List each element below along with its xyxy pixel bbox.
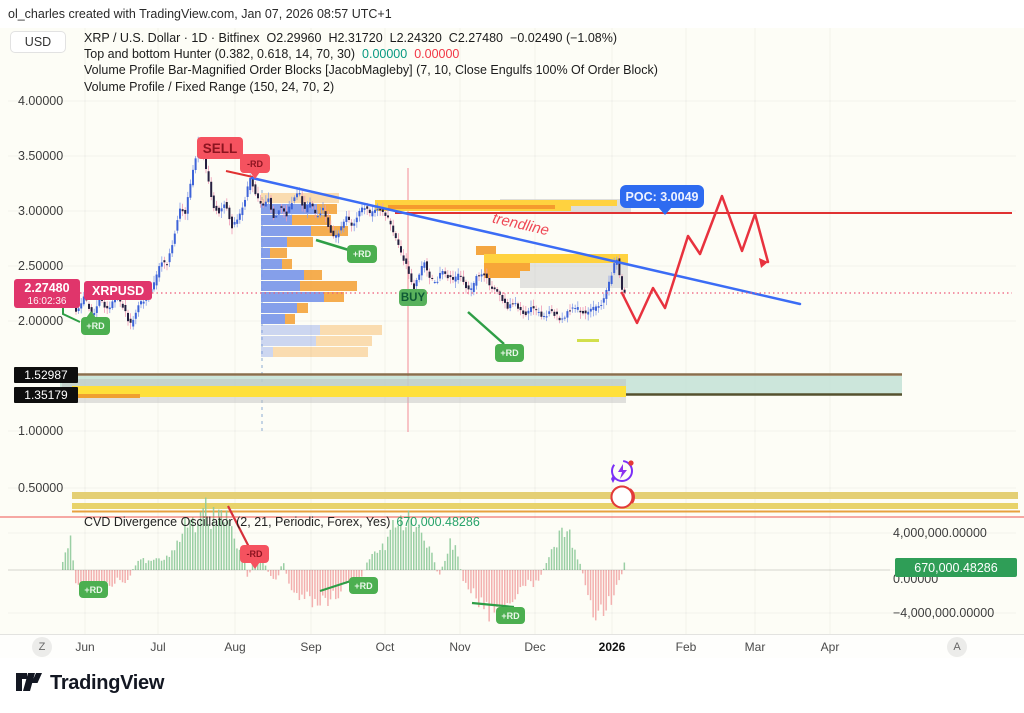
buy-signal-badge: BUY — [399, 289, 427, 306]
attribution-text: ol_charles created with TradingView.com,… — [8, 7, 392, 21]
symbol-legend-row[interactable]: XRP / U.S. Dollar · 1D · Bitfinex O2.2996… — [84, 30, 658, 46]
ohlc-change: −0.02490 (−1.08%) — [510, 31, 618, 45]
indicator-1-value-green: 0.00000 — [362, 47, 408, 62]
poc-label-badge: POC: 3.0049 — [620, 185, 704, 215]
rd-plus-badge-price-3: +RD — [495, 344, 524, 362]
tradingview-logo: TradingView — [16, 671, 164, 695]
indicator-legend-row-2[interactable]: Volume Profile Bar-Magnified Order Block… — [84, 62, 658, 78]
current-price-badge: 2.27480 16:02:36 — [14, 279, 80, 308]
rd-minus-badge-price: -RD — [240, 154, 270, 179]
ohlc-close: C2.27480 — [448, 31, 504, 45]
oscillator-axis-top: 4,000,000.00000 — [893, 526, 987, 540]
symbol-price-label: XRPUSD — [84, 281, 153, 300]
time-axis-label: Sep — [300, 640, 322, 654]
tradingview-logo-text: TradingView — [50, 671, 165, 694]
chart-background[interactable] — [0, 28, 1024, 634]
oscillator-axis-bottom: −4,000,000.00000 — [893, 606, 995, 620]
timezone-button[interactable]: Z — [32, 637, 52, 657]
time-axis-label: Apr — [820, 640, 840, 654]
chart-legend: XRP / U.S. Dollar · 1D · Bitfinex O2.2996… — [84, 30, 658, 95]
indicator-3-name: Volume Profile / Fixed Range (150, 24, 7… — [84, 79, 335, 94]
price-axis-label: 4.00000 — [18, 94, 64, 108]
indicator-legend-row-3[interactable]: Volume Profile / Fixed Range (150, 24, 7… — [84, 79, 658, 95]
indicator-1-name: Top and bottom Hunter (0.382, 0.618, 14,… — [84, 47, 356, 62]
price-axis-label: 2.50000 — [18, 259, 64, 273]
time-axis-label: Nov — [449, 640, 471, 654]
currency-toggle-button[interactable]: USD — [10, 31, 66, 53]
rd-plus-badge-osc-3: +RD — [496, 607, 525, 624]
ohlc-low: L2.24320 — [389, 31, 442, 45]
time-axis-label: Feb — [675, 640, 697, 654]
rd-plus-badge-price-2: +RD — [347, 245, 377, 263]
oscillator-title: CVD Divergence Oscillator (2, 21, Period… — [84, 515, 391, 529]
sell-signal-badge: SELL — [197, 137, 243, 159]
oscillator-value: 670,000.48286 — [396, 515, 480, 529]
rd-plus-badge-price-1: +RD — [81, 311, 110, 335]
time-axis-label: Oct — [375, 640, 395, 654]
indicator-legend-row-1[interactable]: Top and bottom Hunter (0.382, 0.618, 14,… — [84, 46, 658, 62]
price-axis-label: 0.50000 — [18, 481, 64, 495]
symbol-title: XRP / U.S. Dollar · 1D · Bitfinex — [84, 31, 260, 45]
time-axis-label: Jul — [150, 640, 166, 654]
oscillator-legend-row[interactable]: CVD Divergence Oscillator (2, 21, Period… — [84, 515, 480, 529]
price-level-badge: 1.35179 — [14, 387, 78, 403]
indicator-1-value-red: 0.00000 — [414, 47, 460, 62]
time-axis-label: Dec — [524, 640, 546, 654]
ohlc-high: H2.31720 — [328, 31, 383, 45]
time-axis-label: Aug — [224, 640, 246, 654]
footer: TradingView — [0, 658, 1024, 713]
price-axis-label: 3.00000 — [18, 204, 64, 218]
tradingview-logo-icon — [16, 673, 42, 691]
ohlc-open: O2.29960 — [266, 31, 322, 45]
price-axis-label: 1.00000 — [18, 424, 64, 438]
time-axis-label: 2026 — [598, 640, 626, 654]
countdown-timer: 16:02:36 — [27, 295, 67, 307]
time-axis-label: Jun — [75, 640, 95, 654]
price-level-badge: 1.52987 — [14, 367, 78, 383]
rd-plus-badge-osc-2: +RD — [349, 577, 378, 594]
price-axis-label: 2.00000 — [18, 314, 64, 328]
rd-minus-badge-osc: -RD — [240, 545, 269, 569]
refresh-lightning-icon — [611, 460, 634, 483]
auto-scale-button[interactable]: A — [947, 637, 967, 657]
indicator-2-name: Volume Profile Bar-Magnified Order Block… — [84, 63, 658, 78]
current-price-value: 2.27480 — [24, 281, 70, 295]
time-axis[interactable]: Z Jun Jul Aug Sep Oct Nov Dec 2026 Feb Mar Apr A — [0, 634, 1024, 658]
time-axis-label: Mar — [744, 640, 766, 654]
oscillator-value-badge: 670,000.48286 — [895, 558, 1017, 577]
price-axis-label: 3.50000 — [18, 149, 64, 163]
rd-plus-badge-osc-1: +RD — [79, 581, 108, 598]
